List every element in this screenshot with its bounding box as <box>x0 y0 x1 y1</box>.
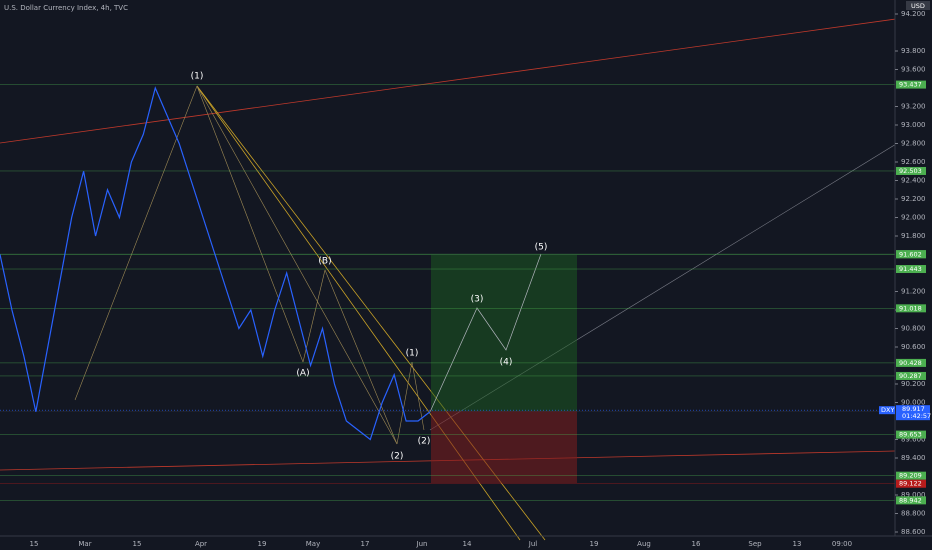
price-tick-label: 93.000 <box>901 121 926 129</box>
currency-badge <box>906 1 930 10</box>
countdown: 01:42:57 <box>902 412 931 420</box>
price-tag <box>896 304 926 313</box>
loss-zone <box>431 411 577 483</box>
projection-path <box>429 253 542 413</box>
time-label: 15 <box>133 540 142 548</box>
wave-label: (4) <box>500 358 513 368</box>
price-tick-label: 91.800 <box>901 232 926 240</box>
drawings <box>0 13 932 541</box>
price-tag-label: 92.503 <box>899 167 922 175</box>
price-tag <box>896 358 926 367</box>
wave-line <box>324 269 398 445</box>
price-tag <box>896 166 926 175</box>
wave-label: (B) <box>318 257 331 267</box>
price-tag-label: 91.443 <box>899 265 922 273</box>
profit-zone <box>431 255 577 411</box>
price-tag <box>896 250 926 259</box>
price-tick-label: 90.000 <box>901 399 926 407</box>
time-label: 13 <box>793 540 802 548</box>
price-tick-label: 90.600 <box>901 343 926 351</box>
time-label: Sep <box>748 540 762 548</box>
wave-label: (2) <box>418 437 431 447</box>
price-tag-label: 89.122 <box>899 480 922 488</box>
price-tick-label: 92.200 <box>901 195 926 203</box>
price-tick-label: 93.600 <box>901 66 926 74</box>
last-price: 89.917 <box>902 405 925 413</box>
price-tag <box>896 479 926 488</box>
chart-title: U.S. Dollar Currency Index, 4h, TVC <box>4 4 128 12</box>
wave-label: (A) <box>296 369 309 379</box>
time-label: 19 <box>258 540 267 548</box>
wave-label: (5) <box>535 243 548 253</box>
time-label: May <box>306 540 320 548</box>
wave-line <box>396 361 413 445</box>
price-tick-label: 89.600 <box>901 436 926 444</box>
time-label: Jul <box>528 540 538 548</box>
trend-line <box>196 85 398 445</box>
price-tick-label: 92.400 <box>901 177 926 185</box>
price-tag-label: 93.437 <box>899 81 922 89</box>
price-tag <box>896 430 926 439</box>
wave-label: (1) <box>406 349 419 359</box>
time-label: Mar <box>78 540 91 548</box>
wave-line <box>302 269 326 363</box>
time-label: 15 <box>30 540 39 548</box>
time-label: Jun <box>416 540 428 548</box>
wave-label: (1) <box>191 72 204 82</box>
price-tag <box>896 471 926 480</box>
price-tick-label: 89.000 <box>901 491 926 499</box>
price-tick-label: 90.200 <box>901 380 926 388</box>
symbol: DXY <box>881 406 894 414</box>
time-label: 19 <box>590 540 599 548</box>
price-tag-label: 89.653 <box>899 431 922 439</box>
price-tag-label: 89.209 <box>899 472 922 480</box>
wave-line <box>196 85 304 363</box>
price-tick-label: 88.800 <box>901 510 926 518</box>
price-tick-label: 88.600 <box>901 528 926 536</box>
symbol-badge <box>879 406 895 415</box>
price-tick-label: 92.000 <box>901 214 926 222</box>
price-tick-label: 93.200 <box>901 103 926 111</box>
price-tag-label: 88.942 <box>899 496 922 504</box>
price-tag-label: 90.428 <box>899 359 922 367</box>
last-price-tag <box>896 405 930 421</box>
price-tag <box>896 80 926 89</box>
price-tag <box>896 496 926 505</box>
price-tick-label: 89.400 <box>901 454 926 462</box>
price-tick-label: 92.600 <box>901 158 926 166</box>
time-label: 09:00 <box>832 540 852 548</box>
time-label: 16 <box>692 540 701 548</box>
price-tag-label: 91.018 <box>899 304 922 312</box>
price-tick-label: 92.800 <box>901 140 926 148</box>
price-line <box>0 86 431 441</box>
time-label: 17 <box>361 540 370 548</box>
trend-line <box>0 13 932 144</box>
time-label: Aug <box>637 540 651 548</box>
price-tag-label: 90.287 <box>899 372 922 380</box>
price-tag <box>896 371 926 380</box>
price-tick-label: 90.800 <box>901 325 926 333</box>
time-label: Apr <box>195 540 207 548</box>
price-tick-label: 93.800 <box>901 47 926 55</box>
price-tick-label: 94.200 <box>901 10 926 18</box>
price-tick-label: 91.200 <box>901 288 926 296</box>
currency: USD <box>911 2 925 10</box>
wave-label: (3) <box>471 295 484 305</box>
price-tag <box>896 265 926 274</box>
price-tag-label: 91.602 <box>899 250 922 258</box>
time-label: 14 <box>463 540 472 548</box>
wave-label: (2) <box>391 452 404 462</box>
